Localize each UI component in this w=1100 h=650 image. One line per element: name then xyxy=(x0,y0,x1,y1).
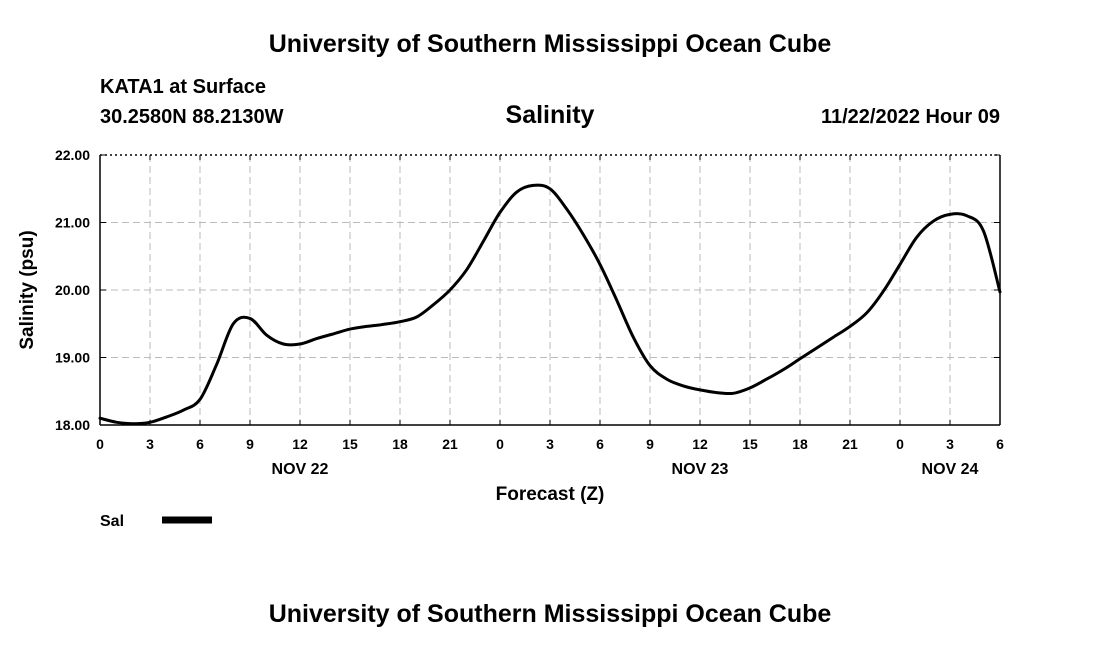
station-label: KATA1 at Surface xyxy=(100,76,266,98)
x-tick-label: 0 xyxy=(896,436,904,452)
y-tick-label: 19.00 xyxy=(55,350,90,366)
x-axis-label: Forecast (Z) xyxy=(496,484,605,505)
forecast-timestamp: 11/22/2022 Hour 09 xyxy=(820,106,1000,128)
date-label: NOV 24 xyxy=(922,461,979,478)
y-tick-label: 22.00 xyxy=(55,147,90,163)
date-label: NOV 22 xyxy=(272,461,329,478)
legend: Sal xyxy=(100,513,212,530)
x-tick-label: 15 xyxy=(742,436,758,452)
date-label: NOV 23 xyxy=(672,461,729,478)
x-tick-label: 3 xyxy=(946,436,954,452)
footer-title: University of Southern Mississippi Ocean… xyxy=(268,600,832,628)
x-tick-label: 6 xyxy=(996,436,1004,452)
x-tick-label: 9 xyxy=(646,436,654,452)
station-coordinates: 30.2580N 88.2130W xyxy=(100,106,284,128)
x-tick-label: 0 xyxy=(96,436,104,452)
x-tick-label: 0 xyxy=(496,436,504,452)
x-tick-label: 3 xyxy=(546,436,554,452)
chart-title: Salinity xyxy=(505,101,595,129)
x-tick-label: 3 xyxy=(146,436,154,452)
x-tick-label: 6 xyxy=(596,436,604,452)
legend-label-sal: Sal xyxy=(100,513,124,530)
y-tick-label: 18.00 xyxy=(55,417,90,433)
x-tick-label: 15 xyxy=(342,436,358,452)
x-tick-label: 12 xyxy=(292,436,308,452)
x-tick-label: 21 xyxy=(842,436,858,452)
x-tick-label: 18 xyxy=(792,436,808,452)
y-tick-label: 21.00 xyxy=(55,215,90,231)
x-tick-label: 12 xyxy=(692,436,708,452)
series-line-sal xyxy=(98,183,1002,426)
y-tick-label: 20.00 xyxy=(55,282,90,298)
y-axis-label: Salinity (psu) xyxy=(17,230,38,349)
x-tick-label: 18 xyxy=(392,436,408,452)
x-tick-label: 21 xyxy=(442,436,458,452)
x-tick-label: 9 xyxy=(246,436,254,452)
page-title: University of Southern Mississippi Ocean… xyxy=(268,30,832,58)
x-tick-label: 6 xyxy=(196,436,204,452)
